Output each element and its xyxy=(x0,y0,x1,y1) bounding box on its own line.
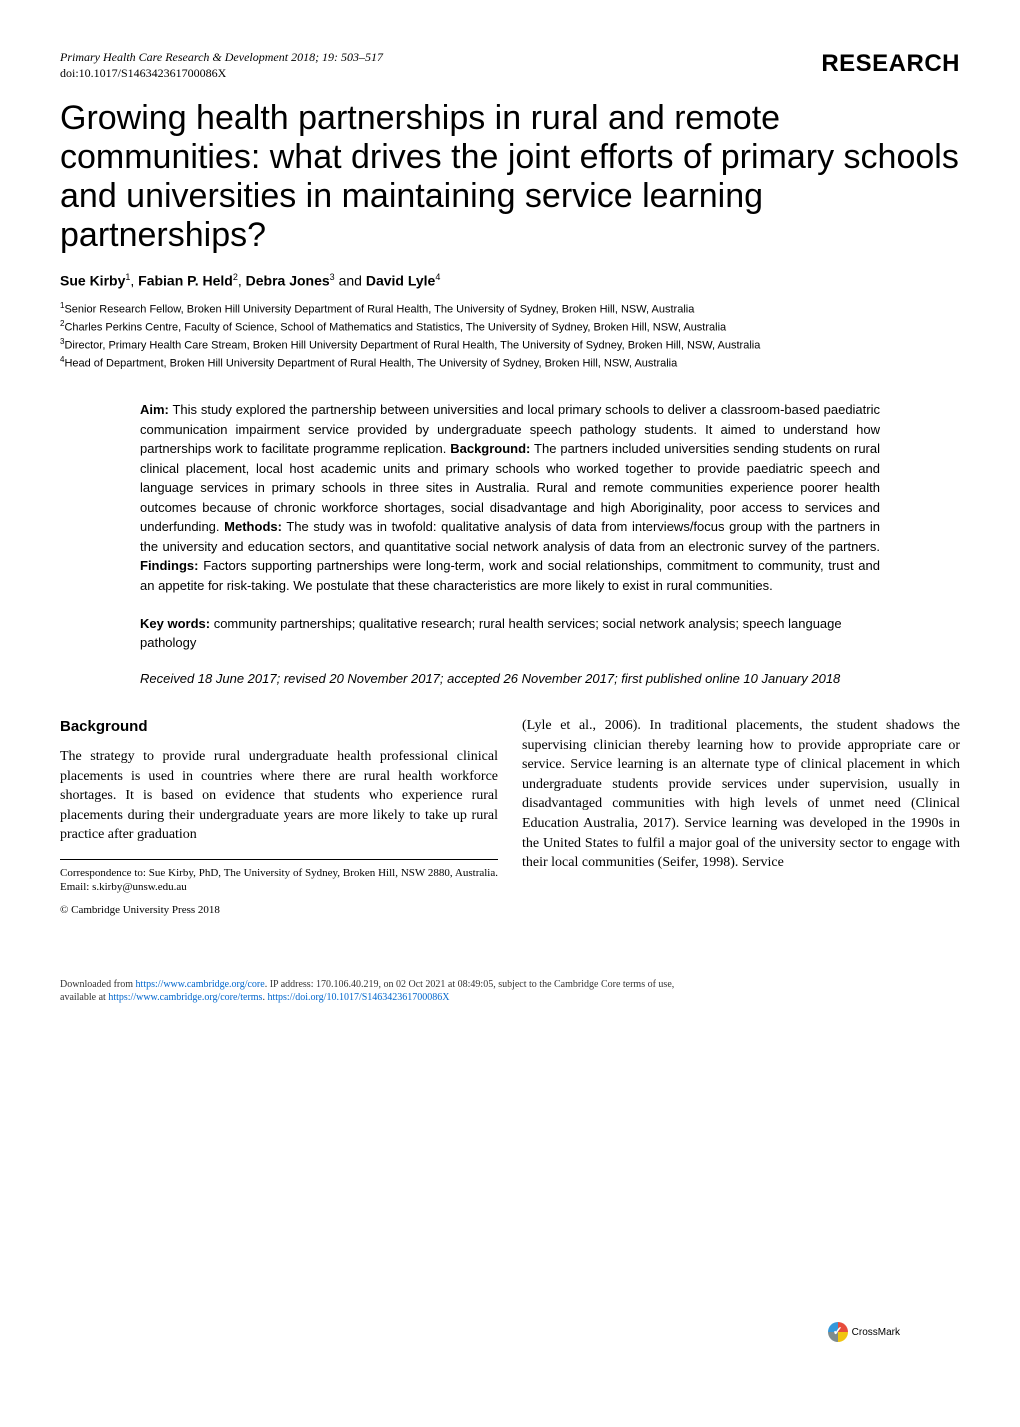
crossmark-label: CrossMark xyxy=(852,1327,900,1338)
col-right: (Lyle et al., 2006). In traditional plac… xyxy=(522,716,960,918)
footer-post: . IP address: 170.106.40.219, on 02 Oct … xyxy=(265,979,675,990)
background-label: Background: xyxy=(450,441,530,456)
crossmark-icon xyxy=(828,1322,848,1342)
author-name: Debra Jones xyxy=(246,272,330,288)
methods-label: Methods: xyxy=(224,519,282,534)
body-text-right: (Lyle et al., 2006). In traditional plac… xyxy=(522,716,960,873)
footer-pre2: available at xyxy=(60,992,108,1003)
author-sup: 4 xyxy=(435,272,440,282)
footer-pre: Downloaded from xyxy=(60,979,136,990)
journal-info: Primary Health Care Research & Developme… xyxy=(60,50,383,81)
section-label: RESEARCH xyxy=(821,50,960,78)
correspondence: Correspondence to: Sue Kirby, PhD, The U… xyxy=(60,859,498,895)
footer-link[interactable]: https://doi.org/10.1017/S146342361700086… xyxy=(267,992,449,1003)
col-left: Background The strategy to provide rural… xyxy=(60,716,498,918)
copyright: © Cambridge University Press 2018 xyxy=(60,903,498,918)
authors-line: Sue Kirby1, Fabian P. Held2, Debra Jones… xyxy=(60,272,960,289)
author-sup: 2 xyxy=(233,272,238,282)
aim-label: Aim: xyxy=(140,402,169,417)
doi: doi:10.1017/S146342361700086X xyxy=(60,66,226,80)
dates: Received 18 June 2017; revised 20 Novemb… xyxy=(140,670,880,688)
body-text-left: The strategy to provide rural undergradu… xyxy=(60,747,498,845)
keywords-text: community partnerships; qualitative rese… xyxy=(140,616,842,649)
journal-name: Primary Health Care Research & Developme… xyxy=(60,50,288,64)
affiliation: 2Charles Perkins Centre, Faculty of Scie… xyxy=(60,318,960,336)
year-pages: 2018; 19: 503–517 xyxy=(291,50,383,64)
author-name: Fabian P. Held xyxy=(138,272,233,288)
header-row: Primary Health Care Research & Developme… xyxy=(60,50,960,81)
findings-text: Factors supporting partnerships were lon… xyxy=(140,558,880,593)
author-sup: 3 xyxy=(330,272,335,282)
article-title: Growing health partnerships in rural and… xyxy=(60,99,960,255)
affiliation: 3Director, Primary Health Care Stream, B… xyxy=(60,336,960,354)
findings-label: Findings: xyxy=(140,558,199,573)
abstract: Aim: This study explored the partnership… xyxy=(140,400,880,595)
author-sup: 1 xyxy=(125,272,130,282)
background-heading: Background xyxy=(60,716,498,737)
affiliations: 1Senior Research Fellow, Broken Hill Uni… xyxy=(60,300,960,372)
author-name: Sue Kirby xyxy=(60,272,125,288)
footer-link[interactable]: https://www.cambridge.org/core/terms xyxy=(108,992,262,1003)
footer: Downloaded from https://www.cambridge.or… xyxy=(60,978,960,1004)
keywords: Key words: community partnerships; quali… xyxy=(140,615,880,651)
affiliation: 4Head of Department, Broken Hill Univers… xyxy=(60,354,960,372)
crossmark-badge[interactable]: CrossMark xyxy=(828,1322,900,1347)
author-name: David Lyle xyxy=(366,272,436,288)
footer-link[interactable]: https://www.cambridge.org/core xyxy=(136,979,265,990)
keywords-label: Key words: xyxy=(140,616,210,631)
body-columns: Background The strategy to provide rural… xyxy=(60,716,960,918)
affiliation: 1Senior Research Fellow, Broken Hill Uni… xyxy=(60,300,960,318)
